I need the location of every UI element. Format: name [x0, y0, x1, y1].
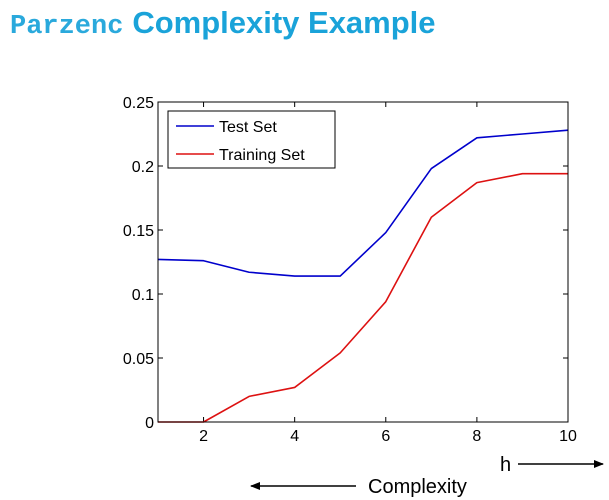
plot-frame — [157, 101, 569, 423]
series-lines — [157, 129, 569, 423]
x-tick-label: 6 — [381, 428, 390, 445]
legend-entry-label: Test Set — [219, 119, 277, 136]
legend-entry-label: Training Set — [219, 147, 305, 164]
axis-ticks: 0 0.05 0.1 0.15 0.2 0.25 2 4 6 8 10 — [123, 95, 577, 445]
y-tick-label: 0.25 — [123, 95, 154, 112]
legend: Test Set Training Set — [167, 110, 336, 169]
x-tick-label: 4 — [290, 428, 299, 445]
y-tick-label: 0.05 — [123, 351, 154, 368]
slide-title: Parzenc Complexity Example — [10, 2, 436, 47]
y-tick-label: 0.1 — [132, 287, 154, 304]
y-tick-label: 0.15 — [123, 223, 154, 240]
y-tick-label: 0 — [145, 415, 154, 432]
complexity-label: Complexity — [368, 476, 467, 498]
y-tick-label: 0.2 — [132, 159, 154, 176]
series-line-test-set — [157, 129, 569, 277]
title-main: Complexity Example — [132, 5, 436, 40]
x-tick-label: 2 — [199, 428, 208, 445]
series-line-training-set — [158, 172, 568, 423]
legend-box — [167, 110, 336, 169]
x-tick-label: 10 — [559, 428, 577, 445]
title-prefix: Parzenc — [10, 12, 124, 42]
h-axis-label: h — [500, 454, 511, 476]
x-tick-label: 8 — [472, 428, 481, 445]
